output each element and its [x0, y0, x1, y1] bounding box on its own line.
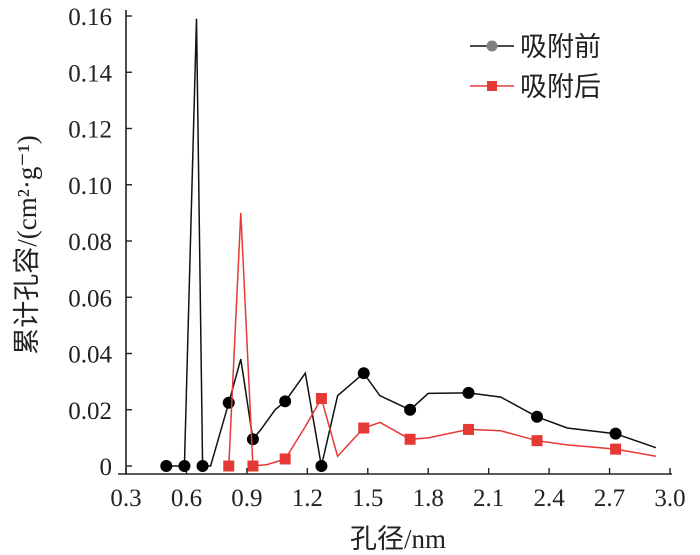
y-tick-label: 0.02: [68, 398, 112, 425]
y-tick-label: 0.14: [68, 60, 112, 87]
data-point: [279, 395, 292, 408]
x-tick-label: 0.9: [231, 485, 262, 512]
series-line: [228, 212, 657, 467]
data-point: [404, 433, 416, 445]
data-point: [247, 460, 259, 472]
data-point: [315, 393, 327, 404]
x-tick-label: 2.4: [533, 485, 565, 512]
data-point: [609, 427, 622, 440]
x-tick-label: 0.6: [171, 485, 202, 512]
legend-marker: [486, 40, 498, 52]
data-point: [462, 386, 475, 399]
legend-item: 吸附后: [470, 72, 601, 103]
y-axis-title: 累计孔容/(cm²·g⁻¹): [12, 135, 42, 354]
data-point: [160, 460, 173, 472]
y-tick-label: 0.04: [68, 342, 112, 369]
y-tick-label: 0.16: [68, 4, 112, 31]
series-layer: [160, 18, 657, 472]
legend-item: 吸附前: [470, 32, 601, 63]
data-point: [246, 433, 259, 446]
data-point: [404, 403, 417, 416]
x-tick-label: 0.3: [110, 485, 141, 512]
data-point: [223, 460, 235, 472]
series-2: [223, 212, 657, 472]
axes: [118, 10, 672, 475]
x-axis-title: 孔径/nm: [350, 524, 446, 554]
data-point: [610, 443, 622, 455]
y-tick-label: 0: [100, 454, 113, 481]
x-tick-label: 2.1: [473, 485, 504, 512]
data-point: [357, 367, 370, 380]
y-tick-label: 0.06: [68, 285, 112, 312]
tick-marks: [125, 15, 671, 474]
data-point: [531, 410, 544, 423]
y-tick-label: 0.08: [68, 229, 112, 256]
series-line: [166, 18, 657, 467]
legend-label: 吸附前: [520, 32, 601, 63]
data-point: [531, 435, 543, 447]
y-tick-label: 0.12: [68, 117, 112, 144]
data-point: [463, 423, 475, 435]
legend-marker: [487, 81, 497, 91]
x-tick-label: 1.2: [292, 485, 323, 512]
data-point: [196, 460, 209, 472]
data-point: [178, 460, 191, 472]
data-point: [222, 396, 235, 409]
data-point: [279, 453, 291, 465]
legend-label: 吸附后: [520, 72, 601, 103]
x-tick-label: 3.0: [654, 485, 685, 512]
data-point: [315, 460, 328, 472]
x-tick-label: 1.8: [413, 485, 444, 512]
data-point: [358, 422, 370, 434]
tick-labels: 0.3 0.6 0.9 1.2 1.5 1.8 2.1 2.4 2.7 3.0 0 0.02 0.04 0…: [68, 4, 685, 512]
x-tick-label: 1.5: [352, 485, 383, 512]
y-tick-label: 0.10: [68, 173, 112, 200]
x-tick-label: 2.7: [594, 485, 625, 512]
